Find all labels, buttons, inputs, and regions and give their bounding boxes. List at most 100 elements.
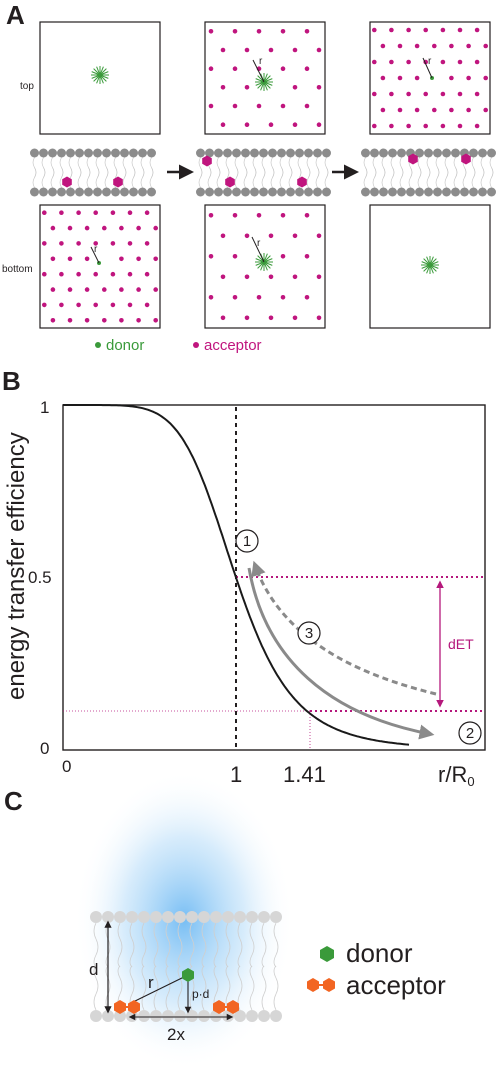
acceptor-dot bbox=[304, 213, 310, 218]
acceptor-dot bbox=[76, 210, 81, 215]
arrow-dashed-return-icon bbox=[251, 560, 437, 696]
lipid-tail bbox=[32, 167, 37, 188]
acceptor-dot bbox=[59, 302, 64, 308]
lipid-head bbox=[270, 1010, 282, 1022]
lipid-tail bbox=[201, 965, 207, 1011]
lipid-head bbox=[388, 148, 397, 158]
acceptor-dot bbox=[208, 295, 214, 300]
acceptor-dot bbox=[372, 123, 377, 129]
acceptor-dot bbox=[208, 29, 214, 34]
acceptor-dot bbox=[50, 318, 56, 323]
lipid-head bbox=[75, 148, 84, 158]
acceptor-dot bbox=[280, 66, 286, 71]
acceptor-dot bbox=[292, 274, 298, 280]
marker-3-label: 3 bbox=[305, 625, 313, 642]
lipid-tail bbox=[129, 965, 135, 1011]
acceptor-dot bbox=[119, 256, 124, 262]
panel-a-label: A bbox=[6, 0, 25, 30]
donor-star-icon bbox=[91, 66, 109, 84]
lipid-head bbox=[138, 911, 150, 923]
lipid-head bbox=[268, 148, 277, 158]
acceptor-dot bbox=[144, 271, 150, 277]
panel-c-label: C bbox=[4, 786, 23, 816]
acceptor-dot bbox=[280, 29, 286, 34]
lipid-tail bbox=[444, 167, 449, 188]
lipid-head bbox=[259, 148, 268, 158]
acceptor-dot bbox=[466, 107, 471, 113]
acceptor-dot bbox=[256, 213, 262, 218]
acceptor-dot bbox=[292, 315, 298, 321]
dET-label: dET bbox=[448, 636, 474, 652]
acceptor-dot bbox=[466, 75, 471, 81]
acceptor-dot bbox=[280, 253, 286, 259]
acceptor-dot bbox=[127, 210, 133, 215]
marker-2-circle bbox=[458, 721, 482, 745]
y-tick-1: 1 bbox=[40, 398, 49, 417]
panel-b-label: B bbox=[2, 366, 21, 396]
lipid-tail bbox=[117, 922, 123, 968]
acceptor-dot bbox=[474, 123, 480, 129]
acceptor-legend-icon bbox=[307, 978, 319, 992]
lipid-head bbox=[388, 187, 397, 197]
lipid-head bbox=[162, 1010, 174, 1022]
acceptor-dot bbox=[440, 27, 446, 33]
acceptor-dot bbox=[76, 241, 81, 246]
acceptor-hexagon-icon bbox=[408, 153, 418, 165]
acceptor-dot bbox=[372, 59, 377, 65]
lipid-head bbox=[433, 148, 442, 158]
lipid-tail bbox=[213, 922, 219, 968]
lipid-tail bbox=[41, 167, 46, 188]
lipid-head bbox=[232, 148, 241, 158]
lipid-tail bbox=[270, 167, 275, 188]
acceptor-dot bbox=[67, 256, 73, 262]
lipid-head bbox=[433, 187, 442, 197]
lipid-head bbox=[196, 187, 205, 197]
lipid-tail bbox=[153, 922, 159, 968]
lipid-tail bbox=[177, 922, 183, 968]
acceptor-dot bbox=[280, 103, 286, 109]
lipid-head bbox=[270, 911, 282, 923]
legend-c: donor acceptor bbox=[307, 938, 446, 1000]
geometry-annotations: d r p·d 2x bbox=[89, 920, 234, 1044]
acceptor-hexagon-icon bbox=[128, 1000, 140, 1014]
lipid-tail bbox=[95, 167, 100, 188]
lipid-head bbox=[223, 187, 232, 197]
lipid-tail bbox=[363, 167, 368, 188]
lipid-tail bbox=[131, 167, 136, 188]
acceptor-dot bbox=[144, 210, 150, 215]
acceptor-dot bbox=[316, 85, 322, 90]
marker-2-label: 2 bbox=[466, 725, 474, 742]
lipid-head bbox=[313, 187, 322, 197]
lipid-head bbox=[370, 187, 379, 197]
acceptor-dot bbox=[119, 225, 124, 231]
acceptor-dot bbox=[127, 271, 133, 277]
lipid-tail bbox=[426, 167, 431, 188]
legend-a: donor acceptor bbox=[95, 337, 262, 354]
lipid-tail bbox=[249, 965, 255, 1011]
lipid-tail bbox=[471, 167, 476, 188]
efficiency-curve bbox=[63, 404, 410, 746]
lipid-head bbox=[120, 187, 129, 197]
lipid-head bbox=[174, 911, 186, 923]
acceptor-dot bbox=[244, 233, 250, 239]
lipid-head bbox=[93, 148, 102, 158]
lipid-head bbox=[147, 187, 156, 197]
acceptor-dot bbox=[292, 122, 298, 127]
lipid-head bbox=[90, 1010, 102, 1022]
acceptor-dot bbox=[127, 302, 133, 308]
lipid-head bbox=[174, 1010, 186, 1022]
lipid-tail bbox=[225, 965, 231, 1011]
donor-legend-label: donor bbox=[346, 938, 413, 968]
lipid-tail bbox=[201, 922, 207, 968]
lipid-tail bbox=[59, 167, 64, 188]
lipid-head bbox=[205, 148, 214, 158]
lipid-tail bbox=[417, 167, 422, 188]
thickness-d-label: d bbox=[89, 960, 98, 979]
acceptor-dot bbox=[59, 241, 64, 246]
lipid-tail bbox=[249, 922, 255, 968]
acceptor-dot bbox=[389, 123, 394, 129]
lipid-head bbox=[487, 148, 496, 158]
acceptor-dot bbox=[208, 66, 214, 71]
lipid-tail bbox=[372, 167, 377, 188]
lipid-head bbox=[39, 148, 48, 158]
